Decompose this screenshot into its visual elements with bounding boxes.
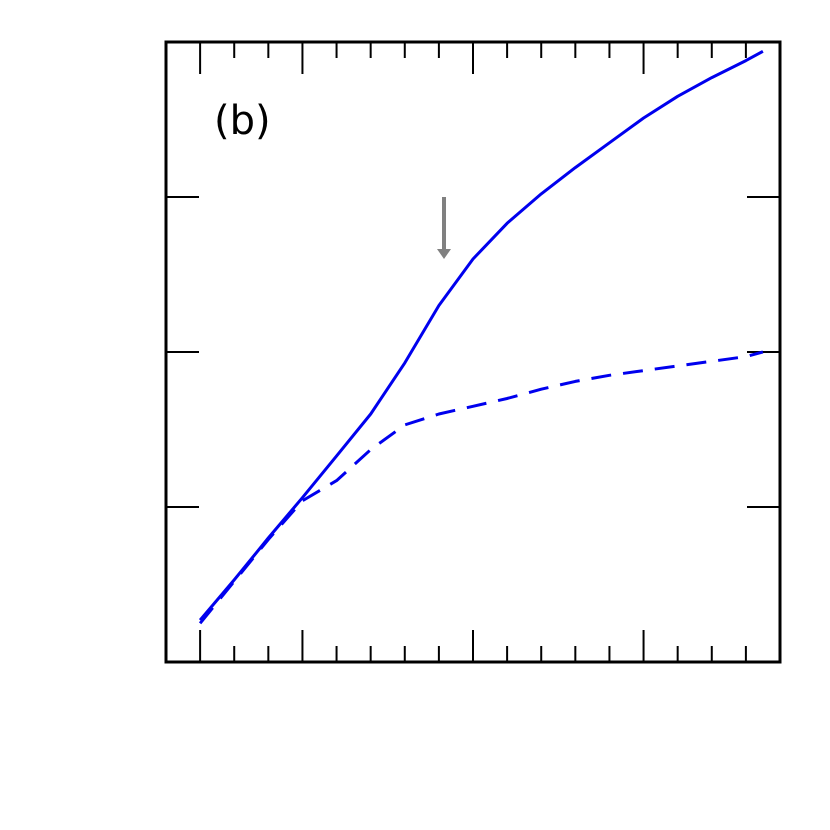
axis-ticks <box>166 42 781 662</box>
solid-series-line <box>198 49 764 622</box>
plot-frame <box>164 40 782 664</box>
dashed-series-line <box>198 350 764 625</box>
panel-label: (b) <box>214 98 271 144</box>
annotations <box>437 197 452 259</box>
down-arrow-icon <box>437 249 452 259</box>
series-lines <box>198 49 764 625</box>
